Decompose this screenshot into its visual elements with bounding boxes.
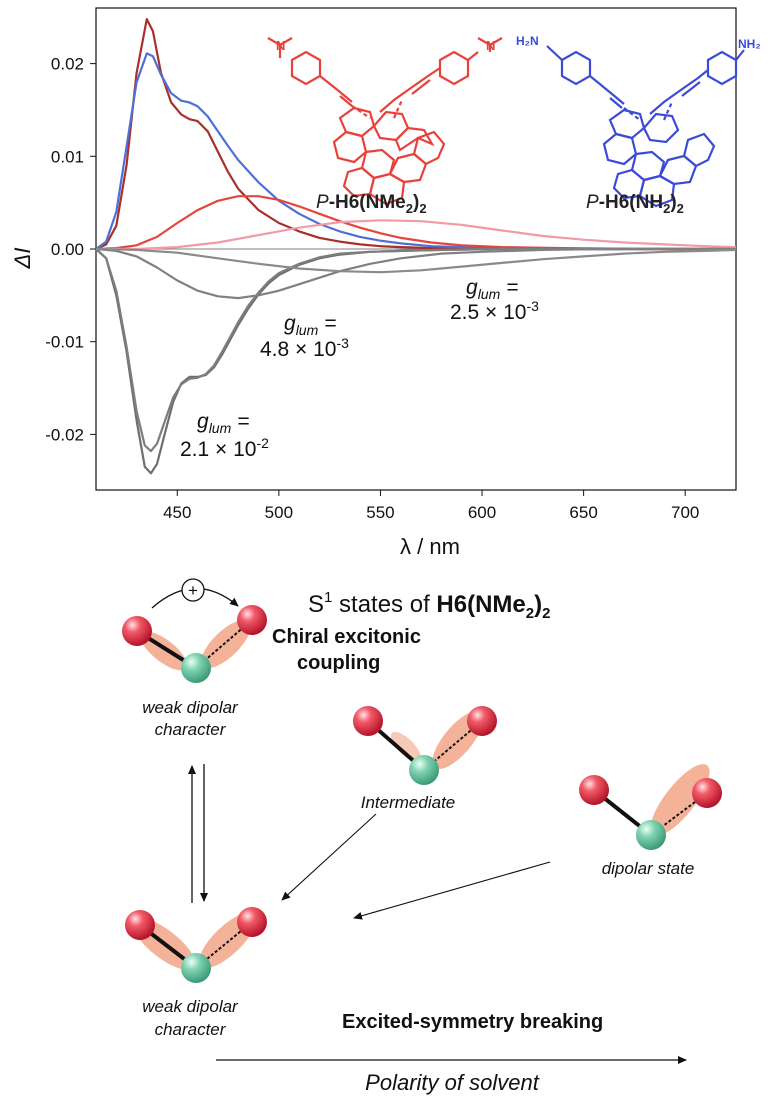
chiral-label-1: Chiral excitonic bbox=[272, 626, 421, 648]
y-tick-label: -0.01 bbox=[45, 333, 84, 352]
x-tick-label: 450 bbox=[163, 503, 191, 522]
glum-annotation-2: glum = 4.8 × 10-3 bbox=[260, 312, 349, 361]
x-tick-label: 700 bbox=[671, 503, 699, 522]
glum-annotation-3: glum = 2.1 × 10-2 bbox=[180, 410, 269, 461]
svg-text:2.5 × 10-3: 2.5 × 10-3 bbox=[450, 298, 539, 324]
chiral-label-2: coupling bbox=[297, 652, 380, 674]
x-axis-label: λ / nm bbox=[400, 534, 460, 559]
svg-text:glum =: glum = bbox=[197, 410, 249, 436]
series-line-8 bbox=[95, 247, 737, 274]
plus-circle-icon bbox=[181, 578, 205, 602]
series-line-2 bbox=[95, 52, 736, 251]
x-tick-label: 500 bbox=[265, 503, 293, 522]
nh2-amine-left: H₂N bbox=[516, 34, 539, 48]
svg-text:N: N bbox=[486, 38, 495, 53]
x-tick-label: 600 bbox=[468, 503, 496, 522]
emission-chart: 450 500 550 600 650 700 0.02 0.01 0.00 -0.01 -0.0… bbox=[10, 7, 761, 559]
dipolar-state-label: dipolar state bbox=[602, 859, 695, 878]
svg-text:glum =: glum = bbox=[466, 276, 518, 302]
red-atom bbox=[692, 778, 722, 808]
y-axis-ticks: 0.02 0.01 0.00 -0.01 -0.02 bbox=[45, 55, 96, 444]
red-atom bbox=[237, 605, 267, 635]
molecule-nh2-structure bbox=[546, 45, 745, 208]
series-line-1 bbox=[95, 18, 736, 251]
svg-text:glum =: glum = bbox=[284, 312, 336, 338]
svg-text:2.1 × 10-2: 2.1 × 10-2 bbox=[180, 435, 269, 461]
y-tick-label: 0.01 bbox=[51, 147, 84, 166]
state1-label-2: character bbox=[155, 720, 227, 739]
red-atom bbox=[579, 775, 609, 805]
x-tick-label: 550 bbox=[366, 503, 394, 522]
green-atom bbox=[181, 653, 211, 683]
y-tick-label: 0.00 bbox=[51, 240, 84, 259]
dipolar-to-ground-arrow bbox=[353, 861, 551, 920]
plus-sign: + bbox=[188, 581, 198, 600]
series-line-4 bbox=[96, 219, 737, 251]
svg-text:4.8 × 10-3: 4.8 × 10-3 bbox=[260, 335, 349, 361]
scheme-title: S1 states of H6(NMe2)2 bbox=[308, 589, 550, 622]
molecule-nme2-structure: N N bbox=[267, 37, 503, 206]
green-atom bbox=[409, 755, 439, 785]
red-atom bbox=[467, 706, 497, 736]
state4-label-2: character bbox=[155, 1020, 227, 1039]
x-axis-ticks: 450 500 550 600 650 700 bbox=[163, 490, 699, 522]
state4-label-1: weak dipolar bbox=[142, 997, 239, 1016]
y-tick-label: -0.02 bbox=[45, 425, 84, 444]
glum-annotation-1: glum = 2.5 × 10-3 bbox=[450, 276, 539, 324]
series-line-7 bbox=[95, 247, 736, 300]
svg-text:N: N bbox=[276, 38, 285, 53]
red-atom bbox=[353, 706, 383, 736]
state-weak-dipolar: weak dipolar character bbox=[125, 907, 267, 1039]
series-line-6 bbox=[95, 247, 736, 453]
y-tick-label: 0.02 bbox=[51, 55, 84, 74]
state-chiral-excitonic: + Chiral excitonic coupling weak dipolar… bbox=[122, 578, 421, 739]
polarity-label: Polarity of solvent bbox=[365, 1070, 540, 1095]
state-dipolar: dipolar state bbox=[579, 764, 722, 878]
nh2-amine-right: NH₂ bbox=[738, 37, 761, 51]
excited-state-scheme: S1 states of H6(NMe2)2 + Chiral excitoni… bbox=[122, 578, 722, 1095]
series-layer bbox=[95, 18, 737, 475]
series-line-3 bbox=[95, 195, 736, 251]
green-atom bbox=[181, 953, 211, 983]
molecule-nme2-label: P-H6(NMe2)2 bbox=[316, 192, 427, 216]
intermediate-label: Intermediate bbox=[361, 793, 456, 812]
y-axis-label: ΔI bbox=[10, 248, 35, 270]
red-atom bbox=[122, 616, 152, 646]
red-atom bbox=[237, 907, 267, 937]
green-atom bbox=[636, 820, 666, 850]
state1-label-1: weak dipolar bbox=[142, 698, 239, 717]
intermediate-to-ground-arrow bbox=[281, 813, 377, 901]
red-atom bbox=[125, 910, 155, 940]
x-tick-label: 650 bbox=[569, 503, 597, 522]
state-intermediate: Intermediate bbox=[353, 706, 497, 812]
molecule-nh2-label: P-H6(NH2)2 bbox=[586, 192, 684, 216]
esb-label: Excited-symmetry breaking bbox=[342, 1011, 603, 1033]
